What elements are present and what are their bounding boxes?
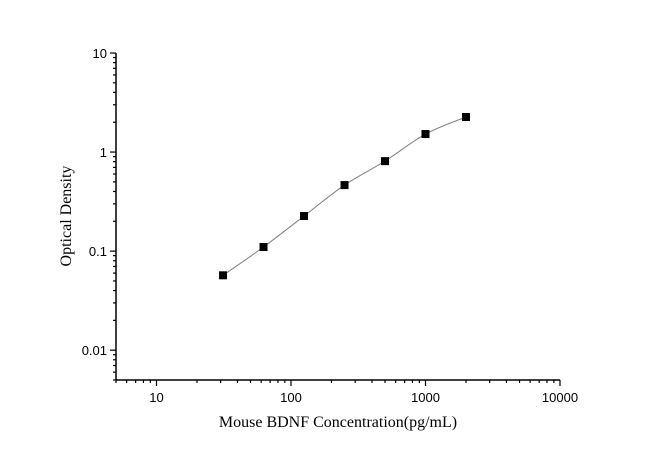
y-tick-label: 10	[93, 46, 107, 61]
y-tick-label: 0.1	[89, 244, 107, 259]
x-tick-label: 10000	[542, 390, 578, 405]
axes: 10 100 1000 10000 0.01 0.1 1 10	[82, 46, 578, 405]
data-point-marker	[259, 243, 268, 252]
y-tick-label: 0.01	[82, 343, 107, 358]
x-axis-title: Mouse BDNF Concentration(pg/mL)	[219, 414, 457, 431]
x-tick-label: 1000	[411, 390, 440, 405]
y-tick-label: 1	[100, 145, 107, 160]
data-point-marker	[421, 130, 430, 139]
plot-area	[219, 112, 470, 280]
y-axis-title: Optical Density	[58, 166, 75, 267]
fit-curve	[222, 116, 467, 276]
data-point-marker	[340, 181, 349, 190]
data-point-marker	[219, 271, 228, 280]
data-point-marker	[461, 112, 470, 121]
x-tick-label: 100	[280, 390, 302, 405]
x-tick-label: 10	[149, 390, 163, 405]
data-point-marker	[381, 157, 390, 166]
data-point-marker	[300, 212, 309, 221]
